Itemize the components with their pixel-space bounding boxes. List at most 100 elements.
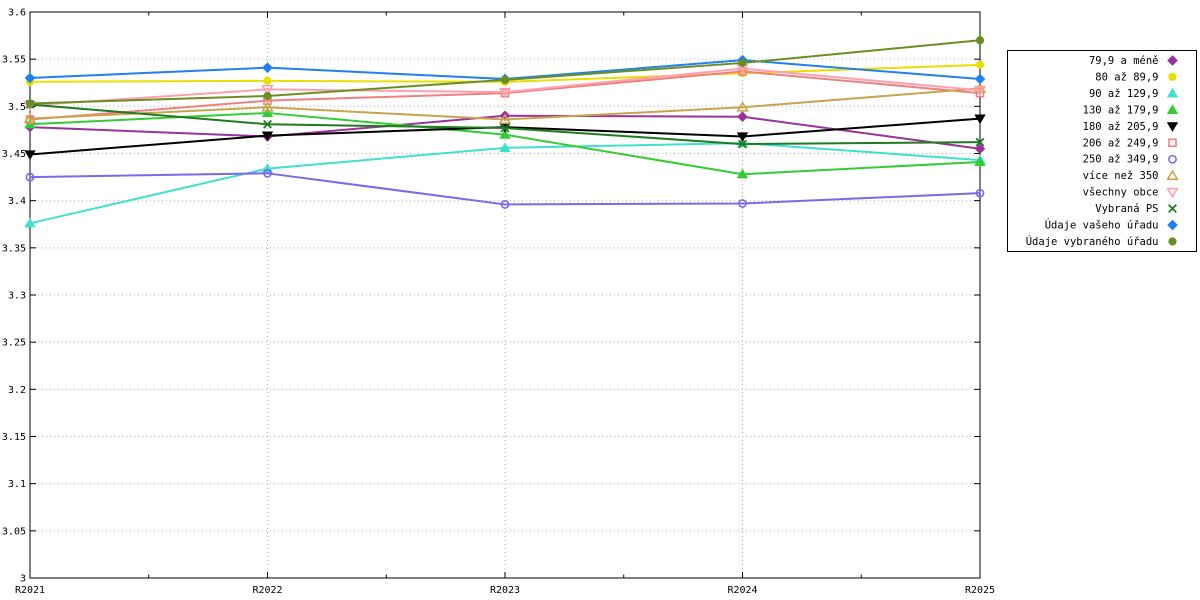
legend-label: 130 až 179,9 — [1083, 104, 1159, 116]
legend-label: Vybraná PS — [1095, 203, 1158, 215]
data-point-marker — [499, 142, 511, 152]
data-point-marker — [24, 217, 36, 228]
data-point-marker — [974, 73, 986, 85]
data-point-marker — [24, 150, 36, 161]
legend-entry: 130 až 179,9 — [1083, 104, 1179, 116]
series-11 — [25, 36, 985, 108]
data-point-marker — [975, 137, 985, 147]
data-point-marker — [499, 129, 511, 139]
data-point-marker — [736, 132, 749, 143]
data-point-marker — [975, 188, 985, 198]
data-point-marker — [737, 111, 748, 123]
series-7 — [23, 82, 987, 124]
series-6 — [25, 168, 985, 209]
y-axis-label: 3.3 — [8, 291, 26, 302]
data-point-marker — [736, 101, 749, 112]
y-axis-label: 3.5 — [8, 102, 26, 113]
data-point-marker — [500, 75, 510, 85]
data-point-marker — [738, 199, 747, 208]
data-point-marker — [500, 123, 510, 133]
series-line — [29, 87, 981, 121]
legend-marker-icon — [1166, 122, 1179, 132]
legend-entry: 206 až 249,9 — [1083, 137, 1177, 149]
data-point-marker — [500, 200, 510, 209]
data-point-marker — [975, 36, 985, 45]
legend-entry: 90 až 129,9 — [1089, 87, 1179, 100]
data-point-marker — [498, 113, 512, 124]
legend-entry: 180 až 205,9 — [1083, 121, 1179, 133]
legend-entry: všechny obce — [1083, 187, 1179, 199]
y-axis-label: 3.45 — [2, 149, 26, 160]
data-point-marker — [973, 85, 987, 97]
legend-entry: 79,9 a méně — [1089, 55, 1178, 67]
legend-marker-icon — [1168, 154, 1177, 164]
y-axis-label: 3 — [20, 574, 26, 585]
data-point-marker — [975, 60, 985, 69]
legend-marker-icon — [1168, 138, 1177, 148]
legend-label: 250 až 349,9 — [1083, 154, 1159, 166]
x-axis-label: R2025 — [965, 585, 995, 596]
data-point-marker — [263, 76, 272, 85]
series-line — [29, 172, 981, 206]
series-2 — [24, 137, 986, 228]
data-point-marker — [738, 58, 747, 68]
legend-marker-icon — [1166, 187, 1179, 199]
legend-label: 206 až 249,9 — [1083, 137, 1159, 149]
legend-marker-icon — [1167, 219, 1178, 231]
legend: 79,9 a méně 80 až 89,9 90 až 129,9 130 až 1… — [1007, 50, 1197, 252]
x-axis-label: R2023 — [490, 585, 520, 596]
legend-marker-icon — [1168, 204, 1177, 214]
data-point-marker — [261, 84, 274, 96]
data-point-marker — [24, 72, 36, 84]
legend-label: 90 až 129,9 — [1089, 88, 1159, 100]
y-axis-label: 3.55 — [2, 55, 26, 66]
legend-entry: více než 350 — [1083, 169, 1179, 182]
data-point-marker — [261, 131, 274, 142]
data-point-marker — [261, 101, 274, 112]
y-axis-label: 3.15 — [2, 432, 26, 443]
x-axis-label: R2021 — [15, 585, 45, 596]
data-point-marker — [974, 114, 986, 125]
legend-marker-icon — [1168, 237, 1177, 246]
data-point-marker — [262, 62, 273, 73]
legend-entry: Údaje vybraného úřadu — [1026, 235, 1177, 248]
data-point-marker — [973, 82, 987, 93]
legend-label: více než 350 — [1083, 170, 1159, 182]
data-point-marker — [263, 119, 272, 129]
legend-label: Údaje vybraného úřadu — [1026, 235, 1159, 248]
y-axis-label: 3.6 — [8, 8, 26, 19]
series-line — [29, 67, 981, 107]
legend-entry: Údaje vašeho úřadu — [1045, 219, 1178, 232]
legend-label: Údaje vašeho úřadu — [1045, 219, 1159, 232]
legend-entry: 250 až 349,9 — [1083, 154, 1177, 166]
y-axis-label: 3.05 — [2, 526, 26, 537]
data-point-marker — [25, 99, 35, 108]
data-point-marker — [261, 107, 274, 118]
series-8 — [23, 64, 987, 112]
series-9 — [25, 100, 985, 149]
legend-label: 180 až 205,9 — [1083, 121, 1159, 133]
series-line — [29, 142, 981, 225]
data-point-marker — [263, 168, 272, 178]
y-axis-label: 3.1 — [8, 479, 26, 490]
y-axis-label: 3.25 — [2, 338, 26, 349]
y-axis-label: 3.35 — [2, 243, 26, 254]
x-axis-label: R2024 — [727, 585, 757, 596]
legend-marker-icon — [1167, 55, 1178, 66]
data-point-marker — [25, 172, 35, 182]
legend-label: 79,9 a méně — [1089, 55, 1159, 67]
legend-entry: 80 až 89,9 — [1095, 71, 1177, 83]
data-point-marker — [738, 139, 747, 149]
legend-marker-icon — [1166, 87, 1179, 98]
legend-marker-icon — [1166, 169, 1179, 181]
legend-marker-icon — [1166, 104, 1179, 114]
legend-entry: Vybraná PS — [1095, 203, 1177, 215]
x-axis-label: R2022 — [252, 585, 282, 596]
legend-box — [1007, 50, 1197, 252]
data-point-marker — [736, 168, 749, 179]
legend-label: všechny obce — [1083, 187, 1159, 199]
data-point-marker — [498, 87, 512, 99]
legend-marker-icon — [1168, 72, 1177, 82]
